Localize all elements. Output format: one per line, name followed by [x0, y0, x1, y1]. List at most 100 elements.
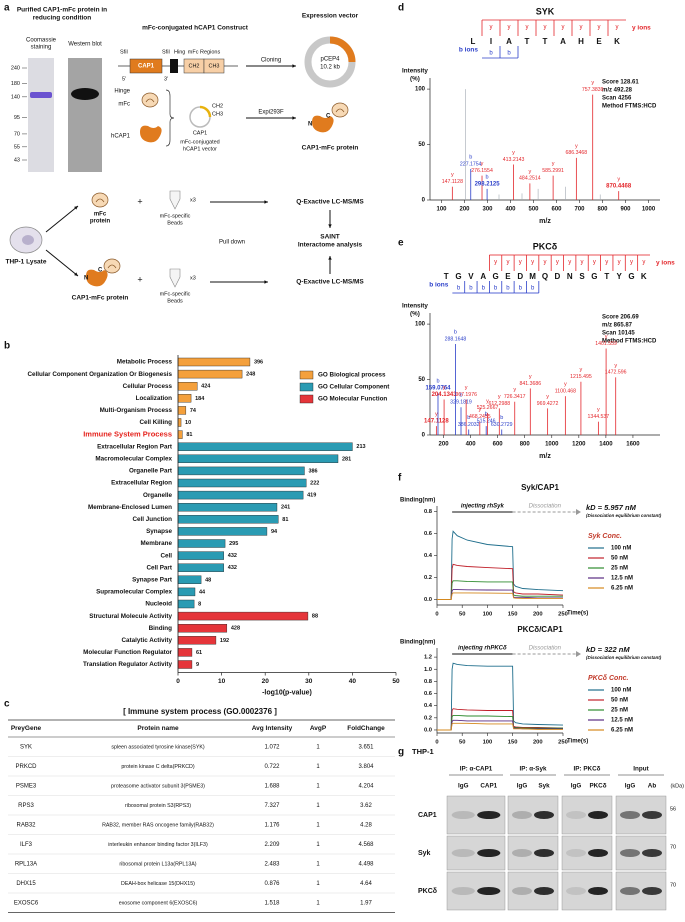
x-tick-label: 250: [558, 740, 568, 746]
ion-label: y: [478, 407, 481, 413]
y-ion: y: [562, 25, 565, 31]
residue: S: [579, 272, 585, 281]
ion-label: y: [552, 161, 555, 167]
y-tick-label: 100: [415, 87, 426, 93]
residue: G: [628, 272, 634, 281]
column-header: Protein name: [137, 725, 179, 732]
category-label: Nucleoid: [145, 601, 172, 608]
legend-label: GO Molecular Function: [318, 396, 387, 403]
label: Western blot: [68, 42, 102, 48]
count-label: 281: [342, 456, 351, 462]
x-axis-label: m/z: [539, 453, 551, 460]
label: CAP1: [193, 130, 207, 136]
binding-curve: [437, 563, 564, 600]
blot-band: [512, 887, 532, 895]
table-cell: interleukin enhancer binding factor 3(IL…: [108, 842, 208, 848]
bar: [177, 515, 279, 524]
blot-band: [642, 811, 662, 819]
arrow-head: [328, 256, 332, 260]
x-axis-label: -log10(p-value): [262, 689, 312, 696]
category-label: Cellular Process: [123, 383, 173, 390]
y-tick-label: 0.8: [424, 509, 433, 515]
label: kD = 322 nM: [586, 645, 630, 654]
arrow-head: [576, 651, 581, 657]
y-tick-label: 50: [418, 377, 425, 383]
blot-band: [588, 849, 608, 857]
x-tick-label: 800: [597, 207, 608, 213]
bar: [177, 466, 305, 476]
table-cell: 0.876: [264, 881, 280, 887]
table-cell: 1: [316, 901, 320, 907]
label: x3: [190, 275, 196, 281]
x-tick-label: 400: [505, 207, 516, 213]
count-label: 241: [281, 505, 290, 511]
count-label: 94: [271, 529, 278, 535]
legend-label: 6.25 nM: [611, 586, 633, 592]
y-ion: y: [618, 260, 621, 266]
x-tick-label: 200: [439, 442, 450, 448]
residue: G: [455, 272, 461, 281]
binding-curve: [437, 708, 564, 731]
ion-label: y: [443, 385, 446, 391]
ion-label: y: [614, 363, 617, 369]
table-cell: 3.804: [358, 764, 374, 770]
info: Method FTMS:HCD: [602, 339, 657, 345]
label: Dissociation: [529, 504, 562, 510]
table-cell: 1.518: [264, 901, 280, 907]
y-ion: y: [642, 260, 645, 266]
table-cell: RAB32: [16, 823, 36, 829]
y-tick-label: 0.0: [424, 597, 432, 603]
category-label: Immune System Process: [83, 430, 172, 439]
info: Scan 10145: [602, 331, 635, 337]
category-label: Organelle: [143, 492, 173, 499]
arrow-head: [328, 224, 332, 228]
ladder-label: 70: [14, 131, 20, 137]
label: (kDa): [671, 783, 685, 789]
chart-title: PKCδ/CAP1: [517, 625, 563, 634]
label: CH3: [208, 63, 219, 69]
bar: [177, 539, 226, 548]
count-label: 419: [307, 493, 316, 499]
x-tick-label: 500: [528, 207, 539, 213]
category-label: Catalytic Activity: [121, 637, 172, 644]
vector-insert: [329, 36, 356, 63]
x-tick-label: 300: [482, 207, 493, 213]
category-label: Membrane-Enclosed Lumen: [88, 504, 172, 511]
legend-label: GO Biological process: [318, 372, 386, 379]
panel-label: a: [4, 3, 10, 14]
table-cell: 1.97: [360, 901, 372, 907]
y-ion: y: [568, 260, 571, 266]
residue: T: [604, 272, 609, 281]
x-tick-label: 100: [483, 612, 493, 618]
count-label: 184: [195, 396, 205, 402]
legend-label: 50 nM: [611, 556, 628, 562]
peak-label: 525.2667: [477, 405, 499, 411]
cap1-icon: [86, 269, 108, 287]
info: Scan 4256: [602, 96, 632, 102]
mfc-icon: [331, 102, 349, 118]
y-ion: y: [630, 260, 633, 266]
peak-label: 276.1554: [471, 168, 493, 174]
legend-label: 50 nM: [611, 698, 628, 704]
y-ion: y: [494, 260, 497, 266]
count-label: 81: [186, 432, 192, 438]
table-cell: 3.651: [358, 745, 374, 751]
label: injecting rhPKCδ: [458, 646, 507, 652]
label: CH2: [188, 63, 199, 69]
y-tick-label: 0.4: [424, 553, 433, 559]
table-cell: EXOSC6: [14, 901, 39, 907]
count-label: 9: [196, 662, 199, 668]
blot-band: [477, 811, 501, 819]
residue: E: [596, 37, 602, 46]
y-tick-label: 0.6: [424, 531, 433, 537]
peak-label: 1100.468: [555, 389, 576, 395]
label: Dissociation: [529, 646, 562, 652]
label: SAINT: [320, 234, 340, 241]
peak-label: 204.1343: [432, 392, 458, 398]
ion-label: y: [564, 382, 567, 388]
blot-band: [620, 811, 640, 819]
y-tick-label: 0.4: [424, 703, 433, 709]
peak-label: 147.1128: [424, 419, 449, 425]
arrow-head: [292, 64, 296, 68]
category-label: Cell: [160, 552, 172, 559]
